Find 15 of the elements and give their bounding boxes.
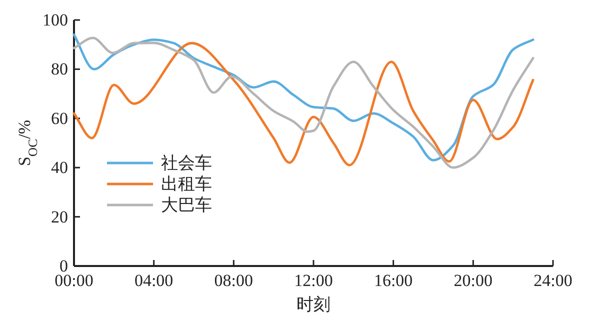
legend-label: 出租车 <box>161 174 212 194</box>
x-axis-title: 时刻 <box>296 295 330 314</box>
x-tick-label: 12:00 <box>294 271 333 290</box>
x-tick-label: 24:00 <box>534 271 572 290</box>
x-tick-label: 08:00 <box>214 271 254 290</box>
y-tick-label: 60 <box>51 108 68 128</box>
y-tick-label: 40 <box>51 158 68 178</box>
legend-label: 社会车 <box>161 154 212 172</box>
y-tick-label: 100 <box>42 10 68 30</box>
legend-label: 大巴车 <box>161 196 212 214</box>
x-tick-label: 16:00 <box>374 271 413 290</box>
y-tick-label: 20 <box>51 207 68 226</box>
x-tick-label: 04:00 <box>134 271 174 290</box>
y-tick-label: 80 <box>51 60 68 79</box>
x-tick-label: 20:00 <box>454 271 493 290</box>
